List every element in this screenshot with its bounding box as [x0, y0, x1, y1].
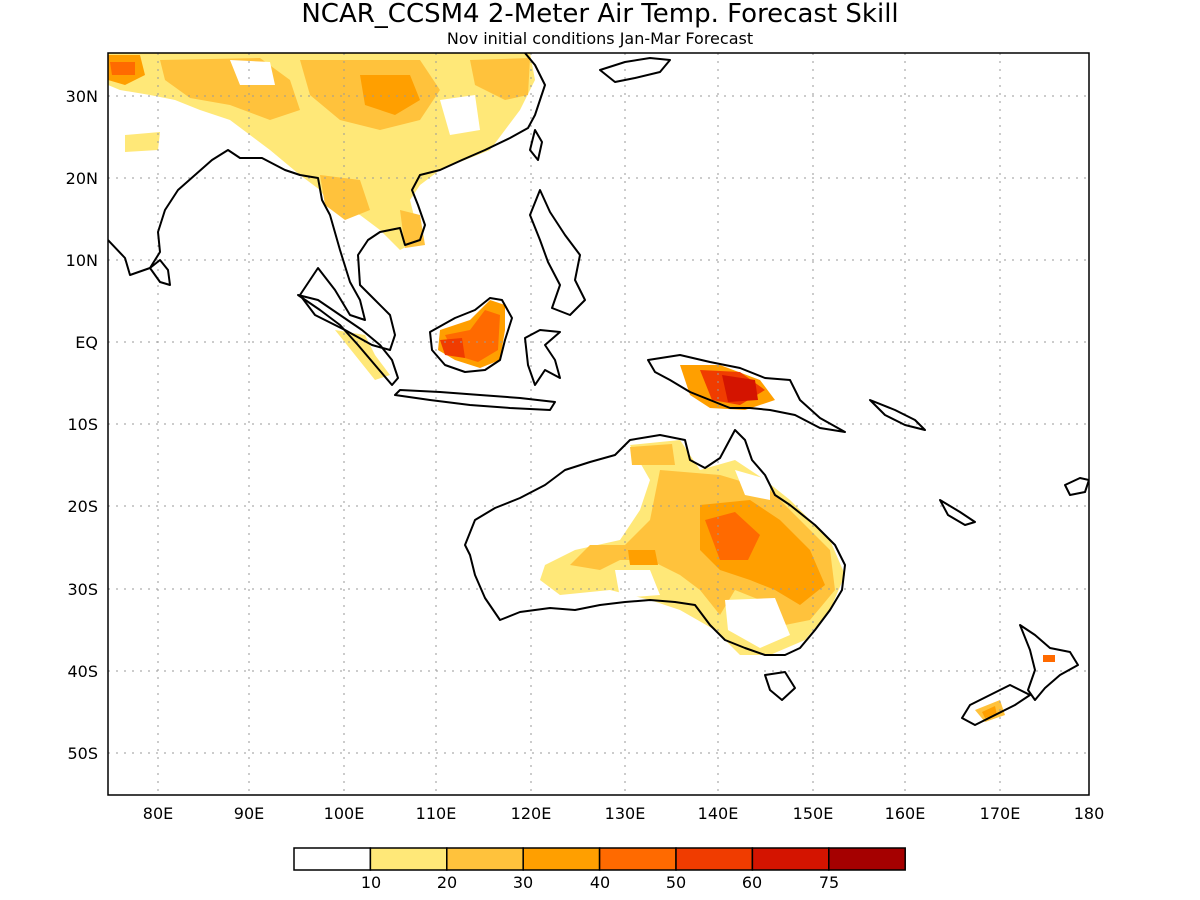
- coast-taiwan: [529, 129, 543, 161]
- shade-borneo-3: [440, 338, 465, 358]
- lat-label: 30N: [66, 87, 98, 106]
- colorbar-label: 50: [666, 873, 686, 892]
- coast-nz-north: [1019, 624, 1079, 701]
- colorbar-swatch: [751, 847, 830, 871]
- map-plot-area: [108, 53, 1089, 795]
- coast-java: [394, 389, 556, 411]
- lat-label: 40S: [67, 662, 98, 681]
- colorbar-label: 10: [361, 873, 381, 892]
- colorbar-label: 30: [513, 873, 533, 892]
- colorbar-swatch: [598, 847, 677, 871]
- colorbar-swatch: [446, 847, 524, 871]
- shade-australia-west-hot: [628, 550, 658, 565]
- shade-asia-clear-1: [230, 60, 275, 85]
- longitude-labels: 80E 90E 100E 110E 120E 130E 140E 150E 16…: [143, 804, 1105, 823]
- lat-label: 50S: [67, 744, 98, 763]
- lon-label: 100E: [324, 804, 365, 823]
- map-title: NCAR_CCSM4 2-Meter Air Temp. Forecast Sk…: [301, 0, 898, 29]
- colorbar-label: 40: [590, 873, 610, 892]
- lon-label: 160E: [885, 804, 926, 823]
- colorbar-label: 75: [819, 873, 839, 892]
- colorbar: 10 20 30 40 50 60 75: [293, 847, 906, 892]
- shade-asia-west-hot: [110, 62, 135, 75]
- shade-australia-clear-1: [735, 470, 770, 500]
- lon-label: 170E: [980, 804, 1021, 823]
- coast-india-south: [149, 259, 171, 286]
- lat-label: 30S: [67, 580, 98, 599]
- coast-nz-south: [961, 684, 1031, 726]
- coast-tasmania: [764, 671, 796, 701]
- colorbar-swatch: [675, 847, 754, 871]
- shade-australia-clear-3: [615, 570, 660, 598]
- lat-label: 20S: [67, 497, 98, 516]
- lon-label: 110E: [416, 804, 457, 823]
- coast-japan: [599, 57, 671, 83]
- map-frame: [107, 52, 1090, 796]
- colorbar-swatches: [293, 847, 906, 871]
- shade-asia-dark: [360, 75, 420, 115]
- colorbar-swatch: [522, 847, 601, 871]
- colorbar-label: 60: [742, 873, 762, 892]
- colorbar-swatch: [293, 847, 372, 871]
- shade-asia-mid-3: [470, 58, 530, 100]
- lon-label: 90E: [234, 804, 264, 823]
- coast-asia: [108, 53, 546, 351]
- shade-india-patch: [125, 132, 160, 152]
- lat-label: EQ: [75, 333, 98, 352]
- lon-label: 80E: [143, 804, 173, 823]
- shade-australia-hot: [705, 512, 760, 560]
- lon-label: 150E: [793, 804, 834, 823]
- graticule: [108, 53, 1089, 795]
- shade-australia-north: [630, 444, 675, 465]
- coast-australia: [464, 429, 846, 656]
- shade-png-3: [722, 375, 758, 402]
- colorbar-swatch: [828, 847, 906, 871]
- lon-label: 130E: [605, 804, 646, 823]
- shade-asia-clear-2: [440, 95, 480, 135]
- coastlines: [108, 53, 1089, 726]
- lon-label: 140E: [698, 804, 739, 823]
- shade-vietnam: [400, 210, 425, 248]
- shade-indochina: [320, 175, 370, 220]
- coast-new-caledonia: [939, 499, 976, 526]
- coast-new-guinea: [647, 354, 846, 433]
- coast-philippines: [529, 189, 586, 316]
- lon-label: 120E: [511, 804, 552, 823]
- lat-label: 10S: [67, 415, 98, 434]
- coast-borneo: [429, 297, 513, 373]
- skill-shading: [108, 53, 1055, 722]
- coast-solomons: [869, 399, 926, 431]
- shade-australia-clear-2: [725, 598, 790, 648]
- map-subtitle: Nov initial conditions Jan-Mar Forecast: [447, 29, 753, 48]
- coast-fiji: [1064, 477, 1089, 496]
- shade-nz-north: [1043, 655, 1055, 662]
- lon-label: 180: [1074, 804, 1105, 823]
- lat-label: 10N: [66, 251, 98, 270]
- lat-label: 20N: [66, 169, 98, 188]
- latitude-labels: 30N 20N 10N EQ 10S 20S 30S 40S 50S: [66, 87, 98, 763]
- coast-sumatra: [297, 294, 399, 386]
- colorbar-swatch: [369, 847, 448, 871]
- coast-sulawesi: [524, 329, 561, 386]
- colorbar-label: 20: [437, 873, 457, 892]
